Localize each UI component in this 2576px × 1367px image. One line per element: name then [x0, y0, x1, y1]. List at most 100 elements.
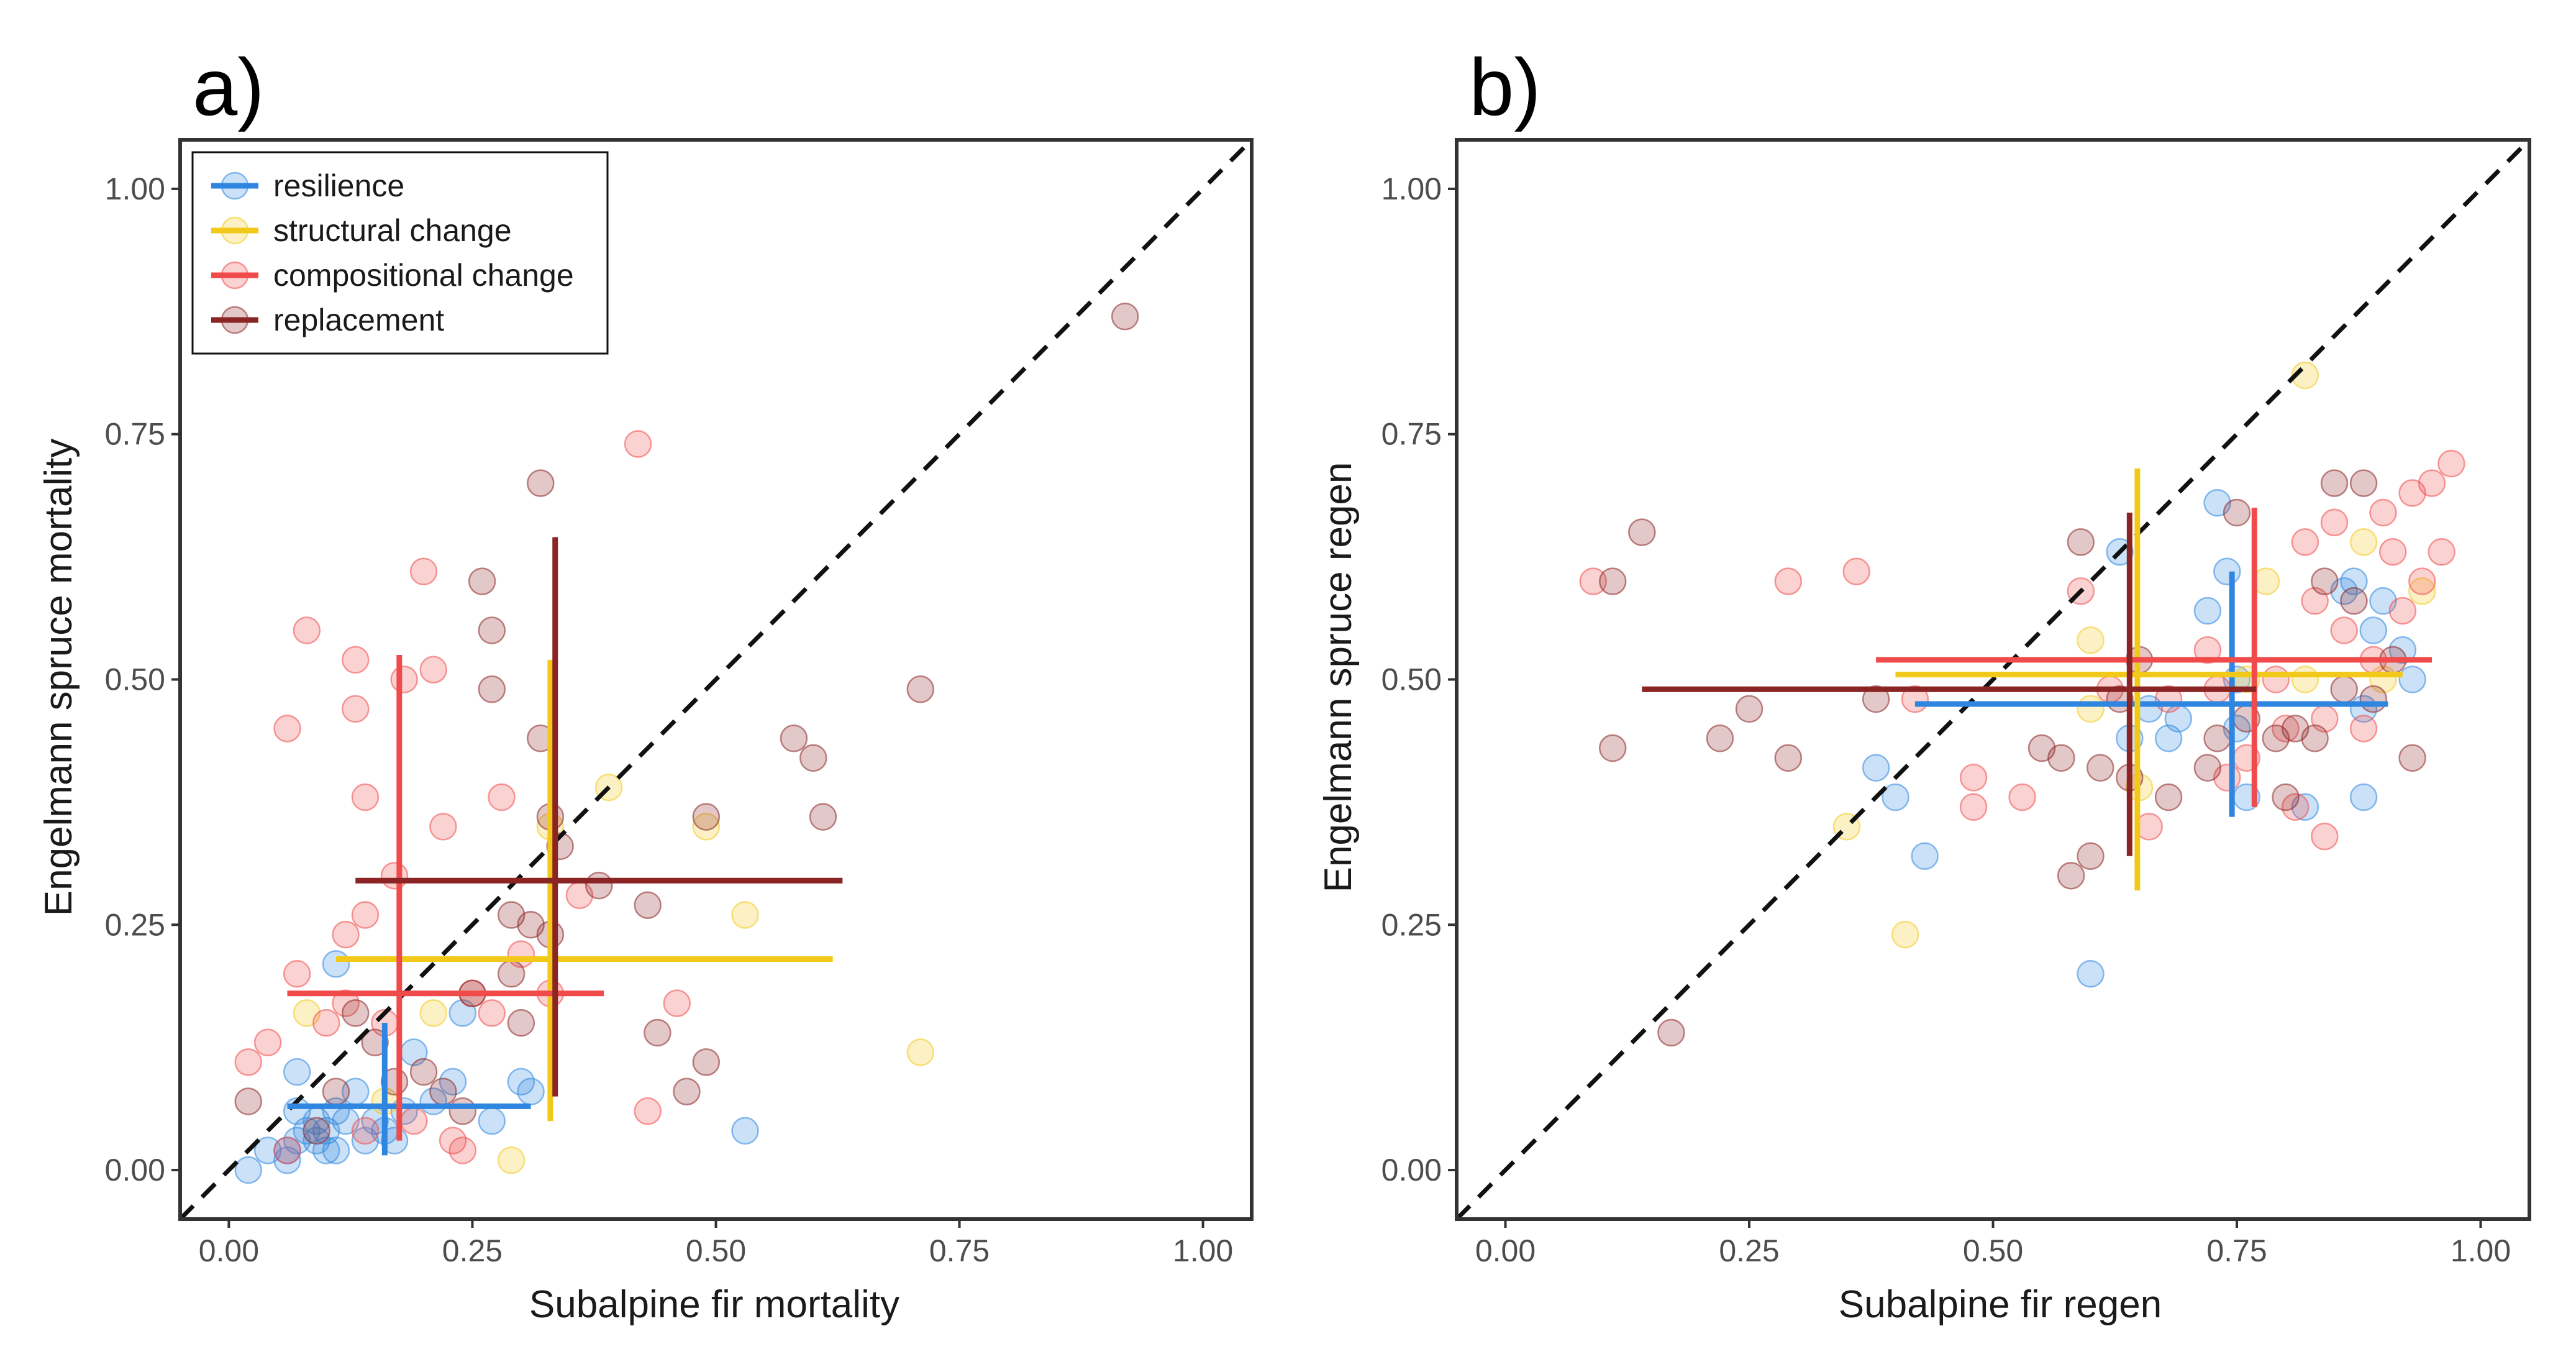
data-point	[361, 1028, 389, 1057]
data-point	[2359, 685, 2388, 713]
data-point	[283, 959, 311, 988]
data-point	[2281, 793, 2310, 821]
legend-label: structural change	[273, 213, 512, 248]
data-point	[351, 901, 380, 929]
data-point	[322, 1136, 350, 1164]
x-axis-title-b: Subalpine fir regen	[1839, 1283, 2162, 1326]
data-point	[663, 989, 691, 1017]
data-point	[2340, 567, 2368, 595]
data-point	[2340, 587, 2368, 615]
data-point	[2067, 528, 2095, 556]
series-replacement	[1598, 469, 2426, 1047]
data-point	[400, 1107, 428, 1135]
data-point	[332, 920, 360, 949]
series-compositional-change	[1579, 449, 2465, 851]
data-point	[448, 1136, 477, 1164]
data-point	[692, 803, 721, 831]
x-tick-label: 0.25	[1719, 1233, 1779, 1268]
data-point	[1598, 567, 1627, 595]
y-tick-label: 0.25	[1381, 907, 1442, 942]
data-point	[273, 1136, 301, 1164]
data-point	[234, 1048, 263, 1076]
data-point	[2349, 469, 2378, 497]
data-point	[439, 1068, 467, 1096]
cross-compositional-change	[1876, 508, 2432, 807]
data-point	[478, 1107, 506, 1135]
data-point	[692, 1048, 721, 1076]
y-tick-label: 0.75	[105, 417, 165, 452]
data-point	[906, 675, 935, 703]
data-point	[517, 1077, 545, 1105]
data-point	[2437, 449, 2465, 478]
data-point	[351, 783, 380, 812]
x-tick-label: 0.25	[442, 1233, 503, 1268]
x-tick-label: 0.75	[929, 1233, 990, 1268]
x-tick-label: 1.00	[1173, 1233, 1233, 1268]
x-tick-label: 0.00	[1475, 1233, 1536, 1268]
cross-resilience	[287, 1023, 531, 1156]
cross-replacement	[355, 537, 843, 1097]
data-point	[585, 871, 613, 900]
data-point	[634, 1097, 662, 1125]
data-point	[799, 744, 827, 772]
data-point	[488, 783, 516, 812]
data-point	[906, 1038, 935, 1066]
data-point	[2213, 557, 2241, 586]
cross-resilience	[1914, 571, 2388, 817]
data-point	[2388, 636, 2417, 664]
data-point	[2388, 597, 2417, 625]
cross-structural-change	[1895, 468, 2403, 891]
data-point	[468, 567, 496, 595]
data-point	[448, 1097, 477, 1125]
data-point	[1959, 764, 1988, 792]
legend-label: resilience	[273, 168, 404, 203]
data-point	[2378, 537, 2407, 566]
legend-key-structural-change	[211, 216, 258, 245]
data-point	[419, 999, 447, 1027]
plot-area-a: 0.00 0.25 0.50 0.75 1.00 0.00 0.25 0.50 0.75 1.00…	[105, 138, 1254, 1268]
legend: resilience structural change compositional…	[191, 151, 609, 355]
cross-structural-change	[335, 659, 833, 1122]
data-point	[2418, 469, 2446, 497]
data-point	[2047, 744, 2075, 772]
data-point	[342, 695, 370, 723]
legend-box	[191, 151, 609, 355]
panel-b: b) Subalpine fir regen Engelmann spruce …	[1317, 42, 2531, 1326]
x-tick-label: 0.50	[1963, 1233, 2023, 1268]
data-point	[2077, 959, 2105, 988]
data-point	[332, 989, 360, 1017]
data-point	[409, 557, 438, 586]
series-structural-change	[1832, 361, 2436, 949]
y-axis-title-b: Engelmann spruce regen	[1317, 462, 1360, 893]
data-point	[429, 1077, 457, 1105]
series-structural-change	[293, 773, 935, 1174]
x-tick-label: 0.75	[2206, 1233, 2267, 1268]
data-point	[2301, 724, 2329, 752]
data-point	[1774, 744, 1803, 772]
data-point	[2272, 715, 2300, 743]
legend-label: compositional change	[273, 258, 574, 293]
y-tick-label: 0.50	[105, 662, 165, 697]
data-point	[780, 724, 808, 752]
legend-key-compositional-change	[211, 261, 258, 290]
one-to-one-reference-line	[180, 140, 1252, 1219]
y-tick-label: 0.50	[1381, 662, 1442, 697]
x-axis-title-a: Subalpine fir mortality	[529, 1283, 899, 1326]
data-point	[507, 1008, 535, 1037]
legend-key-replacement	[211, 306, 258, 334]
data-point	[2008, 783, 2036, 812]
data-point	[439, 1127, 467, 1154]
cross-compositional-change	[287, 655, 604, 1141]
data-point	[1598, 734, 1627, 762]
data-point	[342, 999, 370, 1027]
data-point	[644, 1018, 671, 1047]
data-point	[253, 1028, 282, 1057]
data-point	[2398, 744, 2426, 772]
data-point	[2272, 783, 2300, 812]
data-point	[293, 1117, 321, 1145]
data-point	[234, 1156, 263, 1184]
data-point	[2203, 724, 2231, 752]
data-point	[2291, 665, 2319, 693]
data-point	[478, 616, 506, 644]
y-tick-label: 0.00	[1381, 1153, 1442, 1187]
